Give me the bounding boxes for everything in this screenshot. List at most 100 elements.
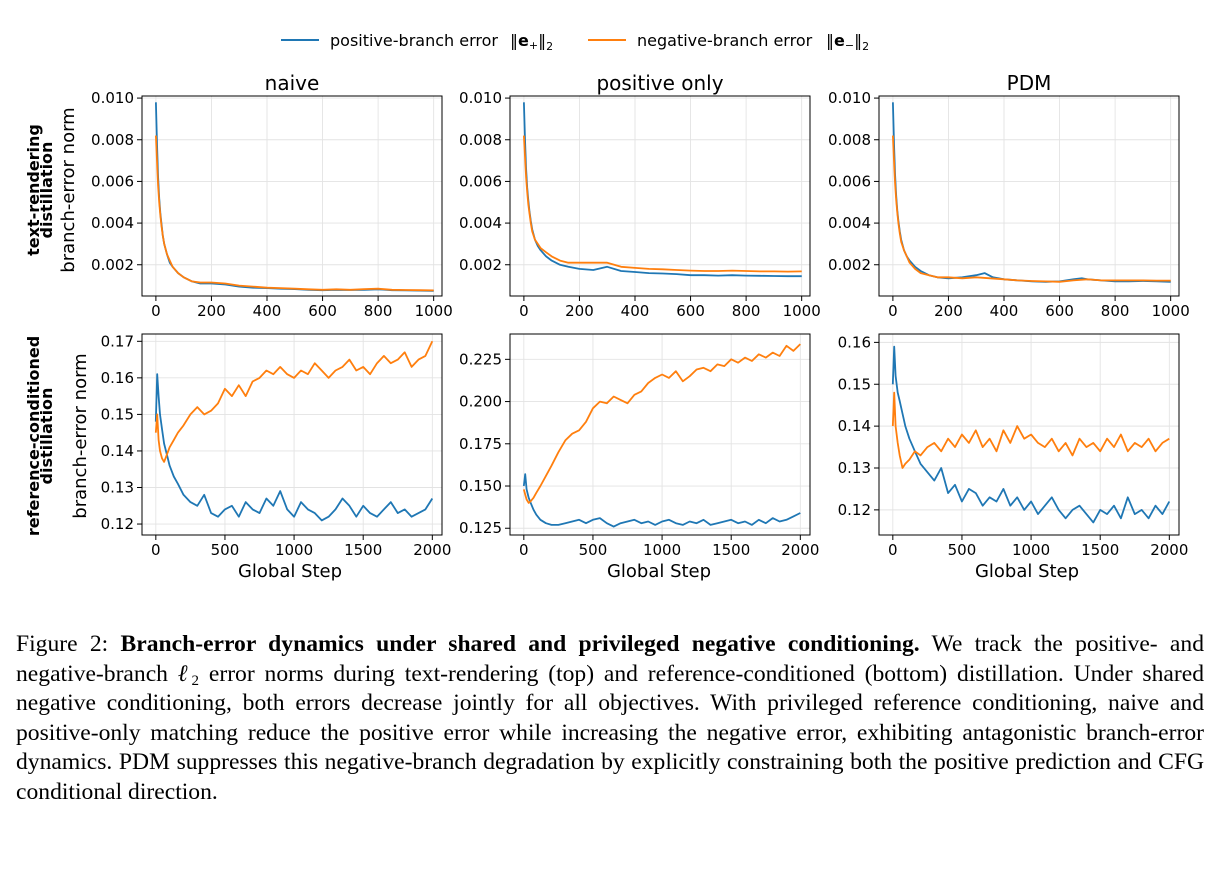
x-tick-label: 500	[579, 541, 608, 559]
plot-frame	[509, 95, 811, 297]
y-tick-label: 0.008	[828, 131, 871, 149]
plot-frame	[878, 333, 1180, 536]
y-tick-label: 0.010	[828, 89, 871, 107]
y-tick-label: 0.008	[459, 131, 502, 149]
x-tick-label: 1000	[275, 541, 313, 559]
x-tick-label: 1000	[1152, 302, 1190, 320]
legend-math-positive-symbol: e	[518, 31, 529, 50]
legend-math-negative-sub: −	[845, 39, 854, 52]
x-tick-label: 200	[934, 302, 963, 320]
y-tick-label: 0.200	[459, 393, 502, 411]
x-tick-label: 1500	[344, 541, 382, 559]
legend-label-negative: negative-branch error	[637, 31, 813, 50]
caption-math-symbol: ℓ	[177, 660, 192, 687]
negative-branch-error-line	[891, 391, 1170, 469]
y-tick-label: 0.004	[828, 214, 871, 232]
legend-math-positive-sub: +	[529, 39, 538, 52]
x-tick-label: 2000	[413, 541, 451, 559]
negative-branch-error-line	[522, 343, 801, 504]
row-label-top-line2: distillation	[37, 142, 56, 239]
x-tick-label: 1000	[643, 541, 681, 559]
y-tick-label: 0.150	[459, 477, 502, 495]
x-tick-label: 0	[888, 302, 898, 320]
x-tick-label: 200	[197, 302, 226, 320]
x-axis-label-col3: Global Step	[975, 561, 1079, 582]
positive-branch-error-line	[522, 473, 801, 528]
x-tick-label: 800	[364, 302, 393, 320]
legend: positive-branch error ‖e+‖2 negative-bra…	[281, 31, 869, 53]
positive-branch-error-line	[155, 102, 434, 292]
y-tick-label: 0.12	[838, 501, 871, 519]
x-tick-label: 1500	[712, 541, 750, 559]
y-tick-label: 0.13	[101, 478, 134, 496]
x-tick-label: 0	[151, 302, 161, 320]
y-tick-label: 0.004	[91, 214, 134, 232]
x-tick-label: 1000	[783, 302, 821, 320]
positive-branch-error-line	[154, 373, 434, 522]
positive-branch-error-line	[523, 102, 802, 278]
y-tick-label: 0.004	[459, 214, 502, 232]
x-tick-label: 800	[732, 302, 761, 320]
panel-title: naive	[265, 71, 320, 95]
panel-positive-only-text-rendering: 0 200 400 600 800 1000 0.002 0.004 0.006 0.008 0.0…	[459, 71, 821, 320]
positive-branch-error-line	[891, 345, 1171, 524]
y-tick-label: 0.15	[838, 375, 871, 393]
caption-math-subscript: 2	[191, 672, 200, 689]
row-label-bottom-line1: reference-conditioned	[24, 336, 43, 536]
figure-caption: Figure 2: Branch-error dynamics under sh…	[16, 630, 1204, 808]
caption-text-part2: error norms during text-rendering (top) …	[16, 660, 1204, 805]
y-tick-label: 0.16	[101, 369, 134, 387]
y-axis-label-top: branch-error norm	[58, 107, 79, 272]
negative-branch-error-line	[523, 135, 802, 273]
y-tick-label: 0.14	[838, 417, 871, 435]
y-tick-label: 0.002	[828, 256, 871, 274]
negative-branch-error-line	[892, 135, 1171, 283]
x-tick-label: 0	[151, 541, 161, 559]
x-tick-label: 600	[676, 302, 705, 320]
y-tick-label: 0.002	[459, 256, 502, 274]
y-tick-label: 0.125	[459, 519, 502, 537]
x-tick-label: 2000	[1150, 541, 1188, 559]
x-axis-label-col1: Global Step	[238, 561, 342, 582]
panel-pdm-text-rendering: 0 200 400 600 800 1000 0.002 0.004 0.006 0.008 0.0…	[828, 71, 1190, 320]
negative-branch-error-line	[155, 135, 434, 292]
x-tick-label: 400	[253, 302, 282, 320]
y-tick-label: 0.17	[101, 332, 134, 350]
y-tick-label: 0.002	[91, 256, 134, 274]
legend-label-positive: positive-branch error	[330, 31, 498, 50]
y-tick-label: 0.175	[459, 435, 502, 453]
positive-branch-error-line	[892, 102, 1171, 283]
panel-positive-only-reference-conditioned: 0 500 1000 1500 2000 0.125 0.150 0.175 0.200 0.22…	[459, 333, 819, 559]
plot-frame	[509, 333, 811, 536]
legend-math-positive: ‖e+‖2	[510, 31, 553, 53]
x-tick-label: 1000	[415, 302, 453, 320]
panel-naive-reference-conditioned: 0 500 1000 1500 2000 0.12 0.13 0.14 0.15 0.16 0.17	[101, 332, 452, 559]
x-tick-label: 400	[990, 302, 1019, 320]
x-tick-label: 500	[211, 541, 240, 559]
y-tick-label: 0.14	[101, 442, 134, 460]
negative-branch-error-line	[154, 340, 434, 463]
caption-text-part1: We track the positive- and negative-bran…	[16, 631, 1204, 687]
y-tick-label: 0.006	[828, 172, 871, 190]
legend-math-negative-symbol: e	[834, 31, 845, 50]
panel-title: PDM	[1007, 71, 1052, 95]
x-tick-label: 1000	[1012, 541, 1050, 559]
x-tick-label: 800	[1101, 302, 1130, 320]
panel-pdm-reference-conditioned: 0 500 1000 1500 2000 0.12 0.13 0.14 0.15 0.16	[838, 333, 1189, 559]
x-tick-label: 600	[308, 302, 337, 320]
x-tick-label: 0	[519, 541, 529, 559]
x-tick-label: 200	[565, 302, 594, 320]
x-tick-label: 1500	[1081, 541, 1119, 559]
plot-frame	[141, 95, 443, 297]
x-tick-label: 400	[621, 302, 650, 320]
y-tick-label: 0.16	[838, 333, 871, 351]
y-tick-label: 0.15	[101, 405, 134, 423]
y-tick-label: 0.008	[91, 131, 134, 149]
y-tick-label: 0.13	[838, 459, 871, 477]
y-tick-label: 0.006	[459, 172, 502, 190]
y-axis-label-bottom: branch-error norm	[70, 353, 91, 518]
x-tick-label: 600	[1045, 302, 1074, 320]
x-tick-label: 0	[519, 302, 529, 320]
y-tick-label: 0.006	[91, 172, 134, 190]
panel-naive-text-rendering: 0 200 400 600 800 1000 0.002 0.004 0.006 0.008 0.0…	[91, 71, 453, 320]
